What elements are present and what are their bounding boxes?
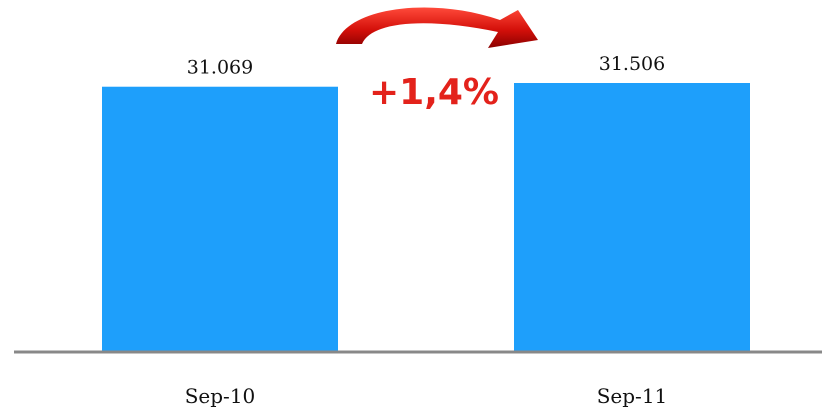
bar-sep-10 bbox=[102, 86, 338, 352]
x-tick-label-sep-11: Sep-11 bbox=[597, 384, 668, 408]
bar-sep-11 bbox=[514, 83, 750, 351]
bars-layer: 31.069 Sep-10 31.506 Sep-11 bbox=[102, 53, 750, 408]
x-tick-label-sep-10: Sep-10 bbox=[185, 384, 256, 408]
value-label-sep-11: 31.506 bbox=[599, 53, 665, 75]
value-label-sep-10: 31.069 bbox=[187, 57, 253, 79]
curved-arrow-icon bbox=[336, 7, 538, 48]
percent-change-label: +1,4% bbox=[369, 72, 499, 113]
